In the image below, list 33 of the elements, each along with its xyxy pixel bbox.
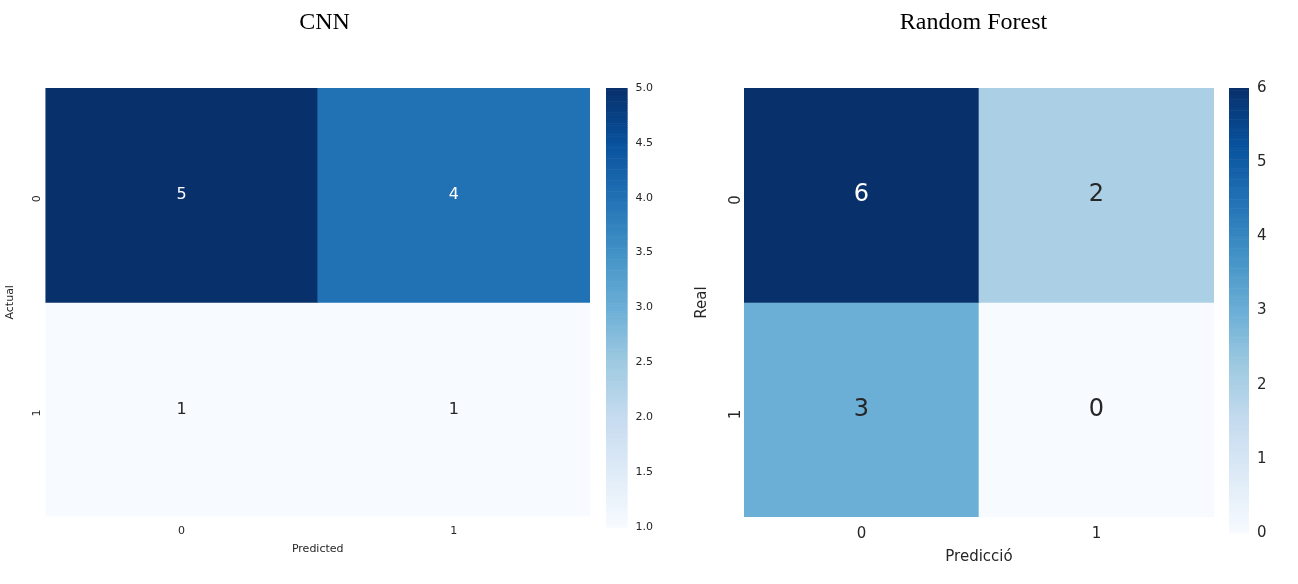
y-axis-title: Real — [691, 286, 710, 319]
chart-title: CNN — [298, 8, 351, 35]
data-label: 5 — [176, 184, 187, 204]
x-tick-label: 1 — [1091, 523, 1102, 542]
color-bar-label: 2 — [1257, 374, 1267, 393]
x-tick-label: 1 — [450, 524, 458, 538]
color-bar-label: 3 — [1257, 300, 1267, 319]
x-axis-title: Predicció — [945, 546, 1013, 565]
color-bar-label: 6 — [1257, 77, 1267, 96]
color-bar-label: 3.0 — [635, 300, 654, 314]
y-axis-title: Actual — [3, 285, 17, 320]
color-bar-label: 4.5 — [635, 135, 654, 149]
data-label: 1 — [448, 398, 459, 418]
data-label: 4 — [448, 184, 459, 204]
x-axis-title: Predicted — [291, 542, 344, 556]
data-label: 3 — [853, 393, 870, 422]
data-label: 2 — [1088, 179, 1105, 208]
color-bar-label: 4.0 — [635, 190, 654, 204]
data-label: 6 — [853, 179, 870, 208]
color-bar-label: 5 — [1257, 152, 1267, 171]
data-label: 0 — [1088, 393, 1105, 422]
x-tick-label: 0 — [856, 523, 867, 542]
color-bar-label: 1 — [1257, 448, 1267, 467]
color-bar-label: 1.0 — [635, 519, 654, 533]
color-bar-label: 2.0 — [635, 410, 654, 424]
data-label: 1 — [176, 398, 187, 418]
color-bar-label: 2.5 — [635, 355, 654, 369]
color-bar-label: 3.5 — [635, 245, 654, 259]
color-bar-label: 4 — [1257, 226, 1267, 245]
x-tick-label: 0 — [178, 524, 186, 538]
color-bar-label: 5.0 — [635, 80, 654, 94]
color-bar-label: 1.5 — [635, 464, 654, 478]
chart-title: Random Forest — [898, 8, 1049, 35]
